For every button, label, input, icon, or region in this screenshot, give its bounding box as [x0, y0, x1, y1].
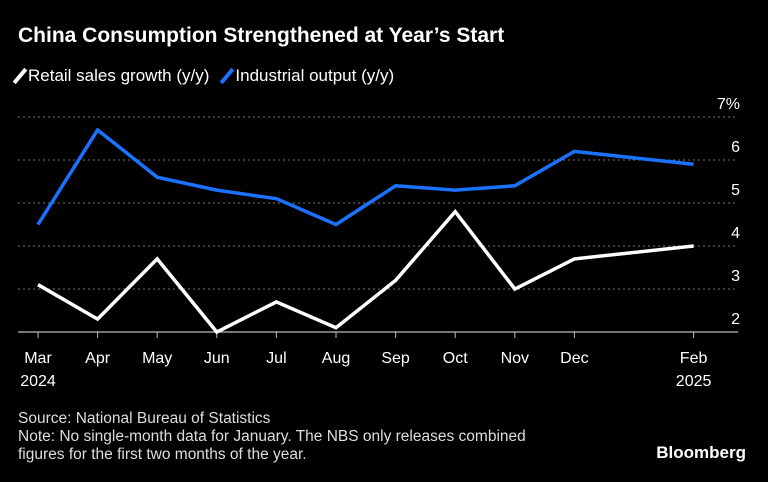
x-tick-label: May	[142, 350, 172, 367]
x-tick-label: Mar	[24, 350, 52, 367]
source-text: Source: National Bureau of Statistics	[18, 410, 271, 427]
x-tick-label: Nov	[501, 350, 529, 367]
legend-item-industrial: Industrial output (y/y)	[220, 66, 395, 86]
x-tick-label: Jun	[204, 350, 230, 367]
x-tick-label: Apr	[85, 350, 111, 367]
note-line: Note: No single-month data for January. …	[18, 428, 526, 445]
y-tick-label: 5	[731, 182, 740, 199]
x-tick-label: Oct	[443, 350, 468, 367]
x-tick-label: Sep	[381, 350, 410, 367]
y-tick-label: 2	[731, 311, 740, 328]
legend-label: Retail sales growth (y/y)	[28, 66, 210, 85]
chart-title: China Consumption Strengthened at Year’s…	[18, 24, 505, 47]
note-line: figures for the first two months of the …	[18, 446, 307, 463]
x-tick-label: 2024	[20, 373, 56, 390]
x-tick-label: Jul	[266, 350, 286, 367]
x-tick-label: 2025	[676, 373, 712, 390]
footnote: Source: National Bureau of Statistics No…	[18, 410, 526, 464]
x-tick-label: Aug	[322, 350, 350, 367]
y-tick-label: 3	[731, 268, 740, 285]
series-line	[36, 127, 694, 227]
legend-label: Industrial output (y/y)	[235, 66, 395, 85]
series-line	[37, 208, 694, 335]
legend-item-retail: Retail sales growth (y/y)	[12, 66, 210, 86]
y-tick-label: 6	[731, 139, 740, 156]
line-chart: 7% 6 5 4 3 2 Mar 2024 Apr May Jun Jul Aug Sep Oct Nov De…	[18, 96, 740, 390]
x-tick-label: Dec	[560, 350, 588, 367]
y-tick-label: 7%	[717, 96, 740, 113]
x-tick-label: Feb	[680, 350, 708, 367]
y-tick-label: 4	[731, 225, 740, 242]
legend: Retail sales growth (y/y) Industrial out…	[12, 66, 395, 86]
bloomberg-logo: Bloomberg	[656, 443, 746, 462]
